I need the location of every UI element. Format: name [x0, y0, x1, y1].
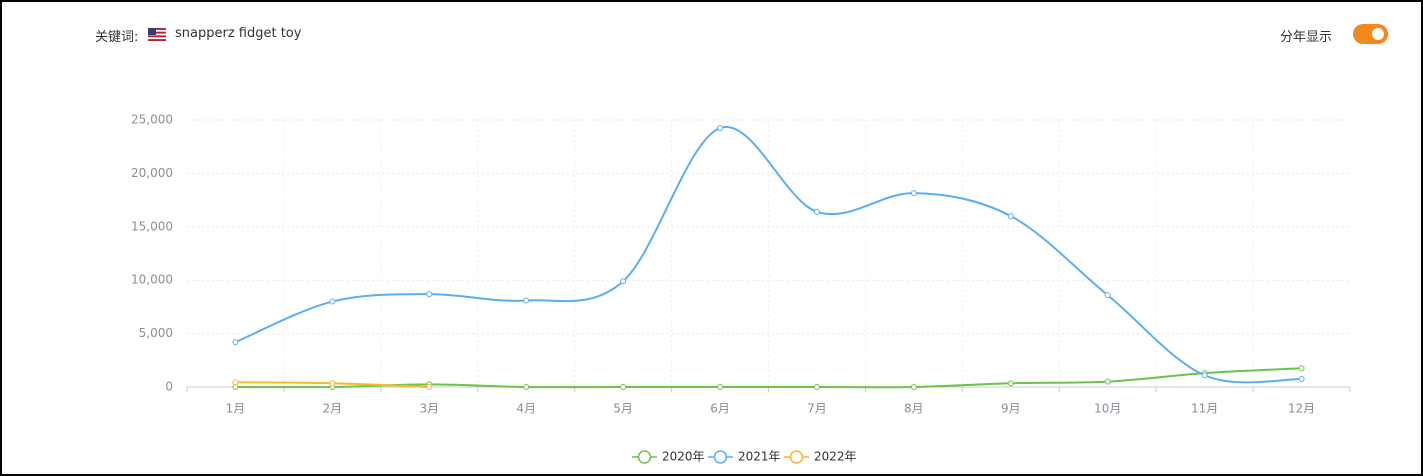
point	[717, 384, 724, 390]
legend-label: 2021年	[738, 450, 781, 464]
x-tick-label: 8月	[904, 402, 924, 416]
point	[1201, 372, 1208, 379]
keyword-label: 关键词:	[95, 30, 139, 45]
x-tick-label: 5月	[613, 402, 633, 416]
point	[232, 379, 239, 386]
legend-marker	[713, 450, 728, 464]
point	[232, 384, 239, 390]
y-tick-label: 25,000	[131, 113, 173, 127]
y-tick-label: 15,000	[131, 219, 173, 233]
point	[523, 384, 530, 390]
series-line	[235, 367, 1302, 389]
point	[1298, 365, 1305, 372]
point	[717, 125, 724, 132]
x-tick-label: 6月	[710, 402, 730, 416]
point	[813, 208, 820, 215]
legend-label: 2020年	[662, 450, 705, 464]
point	[426, 291, 433, 298]
x-tick-label: 7月	[807, 402, 827, 416]
toggle-knob	[1372, 28, 1384, 40]
point	[813, 384, 820, 390]
point	[1104, 292, 1111, 299]
x-tick-label: 3月	[419, 402, 439, 416]
keyword: snapperz fidget toy	[175, 26, 302, 41]
point	[523, 297, 530, 304]
point	[910, 190, 917, 197]
legend-marker	[789, 450, 804, 464]
y-tick-label: 5,000	[139, 326, 173, 340]
point	[426, 384, 433, 390]
point	[620, 278, 627, 285]
point	[910, 384, 917, 390]
y-tick-label: 20,000	[131, 166, 173, 180]
y-tick-label: 10,000	[131, 273, 173, 287]
x-tick-label: 11月	[1191, 402, 1218, 416]
point	[329, 298, 336, 305]
point	[1298, 375, 1305, 382]
point	[329, 380, 336, 387]
flag-icon	[148, 28, 166, 41]
point	[1104, 378, 1111, 385]
year-toggle[interactable]	[1353, 24, 1388, 44]
point	[620, 384, 627, 390]
x-tick-label: 9月	[1001, 402, 1021, 416]
point	[232, 339, 239, 346]
x-tick-label: 2月	[323, 402, 343, 416]
point	[1007, 380, 1014, 387]
x-tick-label: 10月	[1094, 402, 1121, 416]
legend-label: 2022年	[814, 450, 857, 464]
x-tick-label: 12月	[1288, 402, 1315, 416]
x-tick-label: 1月	[226, 402, 246, 416]
y-tick-label: 0	[165, 380, 173, 394]
point	[1007, 213, 1014, 220]
legend-marker	[637, 450, 652, 464]
toggle-label: 分年显示	[1280, 30, 1333, 45]
x-tick-label: 4月	[516, 402, 536, 416]
